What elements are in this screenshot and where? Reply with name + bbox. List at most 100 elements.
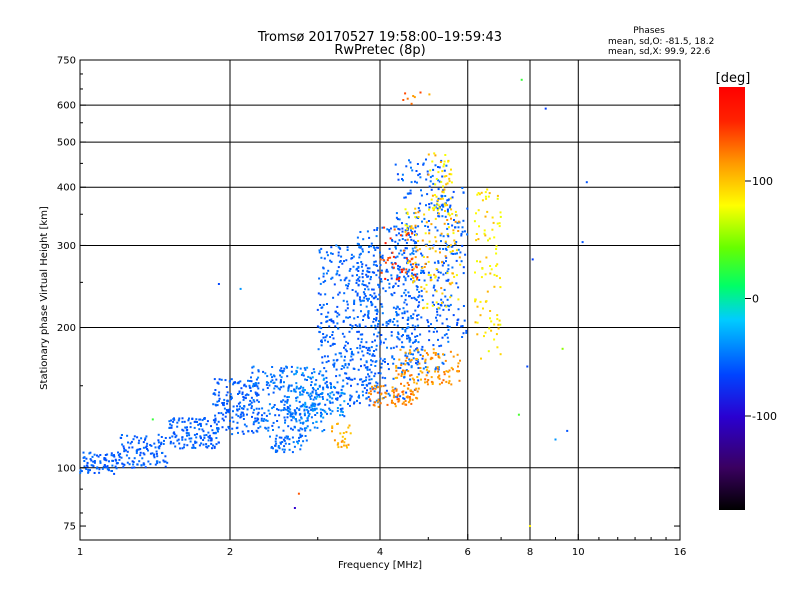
data-point: [225, 411, 228, 414]
data-point: [290, 419, 293, 422]
data-point: [105, 466, 107, 469]
data-point: [364, 295, 367, 297]
data-point: [406, 97, 409, 100]
data-point: [339, 247, 342, 250]
data-point: [135, 449, 138, 452]
data-point: [282, 429, 285, 432]
data-point: [499, 277, 501, 280]
data-point: [221, 402, 224, 404]
data-point: [244, 397, 247, 400]
data-point: [110, 454, 113, 457]
data-point: [414, 273, 417, 276]
data-point: [396, 274, 399, 277]
data-point: [474, 321, 477, 324]
data-point: [392, 306, 395, 309]
data-point: [181, 436, 184, 439]
data-point: [414, 226, 417, 229]
data-point: [446, 336, 449, 339]
data-point: [168, 436, 171, 439]
data-point: [313, 426, 316, 429]
data-point: [106, 465, 109, 468]
data-point: [455, 249, 458, 252]
data-point: [367, 396, 370, 398]
data-point: [234, 381, 236, 384]
data-point: [212, 403, 215, 406]
data-point: [229, 393, 232, 396]
data-point: [373, 333, 375, 336]
data-point: [283, 403, 286, 406]
data-point: [356, 347, 359, 349]
data-point: [151, 418, 154, 421]
data-point: [463, 319, 466, 322]
data-point: [362, 319, 364, 321]
data-point: [425, 204, 427, 207]
data-point: [406, 395, 409, 398]
data-point: [189, 426, 192, 429]
data-point: [404, 277, 407, 280]
data-point: [496, 314, 499, 317]
data-point: [434, 226, 437, 229]
data-point: [310, 377, 313, 380]
data-point: [357, 283, 360, 286]
data-point: [415, 299, 418, 302]
data-point: [356, 325, 359, 328]
data-point: [390, 277, 393, 280]
data-point: [189, 440, 192, 443]
data-point: [299, 448, 302, 451]
data-point: [294, 418, 297, 420]
data-point: [169, 423, 172, 426]
data-point: [400, 295, 403, 298]
data-point: [349, 323, 352, 326]
data-point: [382, 259, 385, 261]
data-point: [434, 194, 436, 196]
data-point: [388, 394, 391, 397]
data-point: [419, 91, 422, 94]
data-point: [429, 279, 432, 282]
data-point: [401, 230, 404, 233]
data-point: [475, 233, 478, 235]
data-point: [267, 393, 270, 396]
data-point: [223, 407, 226, 410]
data-point: [409, 359, 412, 362]
data-point: [432, 351, 435, 354]
data-point: [106, 468, 109, 471]
data-point: [205, 434, 208, 436]
data-point: [170, 424, 173, 427]
data-point: [323, 429, 326, 431]
data-point: [397, 285, 400, 287]
data-point: [423, 279, 426, 282]
data-point: [323, 367, 326, 370]
data-point: [373, 260, 376, 263]
data-point: [380, 362, 383, 365]
data-point: [257, 418, 260, 421]
data-point: [372, 263, 375, 266]
data-point: [365, 376, 368, 379]
data-point: [98, 468, 101, 471]
data-point: [491, 216, 494, 219]
data-point: [218, 391, 221, 394]
data-point: [283, 439, 286, 442]
data-point: [176, 425, 179, 428]
data-point: [448, 375, 451, 378]
data-point: [301, 434, 304, 437]
data-point: [375, 235, 378, 238]
data-point: [413, 349, 416, 352]
data-point: [444, 240, 447, 243]
data-point: [457, 298, 460, 301]
data-point: [448, 305, 451, 308]
data-point: [393, 318, 396, 320]
data-point: [177, 419, 180, 422]
data-point: [391, 399, 393, 402]
data-point: [133, 435, 136, 438]
data-point: [248, 403, 251, 406]
data-point: [452, 253, 455, 255]
data-point: [343, 400, 346, 403]
data-point: [435, 301, 438, 304]
data-point: [394, 256, 397, 259]
data-point: [477, 238, 480, 241]
data-point: [257, 421, 260, 424]
data-point: [425, 368, 428, 371]
data-point: [338, 313, 341, 316]
data-point: [432, 286, 435, 289]
data-point: [376, 400, 379, 403]
